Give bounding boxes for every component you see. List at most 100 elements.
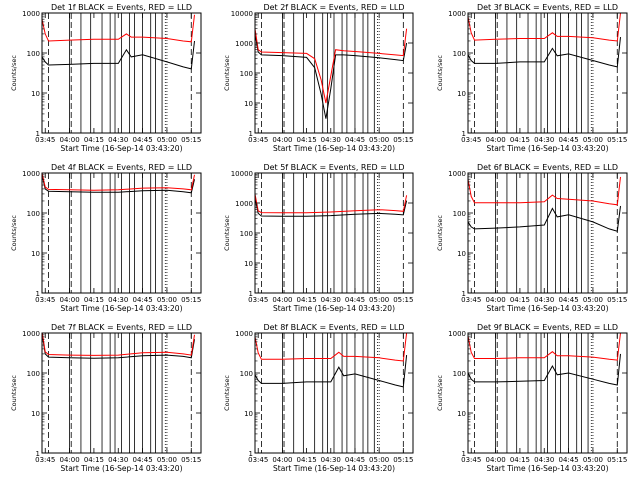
series-lld-line xyxy=(468,13,621,42)
series-events-line xyxy=(42,174,195,194)
x-tick-label: 04:00 xyxy=(272,456,292,464)
x-tick-label: 03:45 xyxy=(248,136,268,144)
x-tick-label: 05:15 xyxy=(181,136,201,144)
x-axis-label: Start Time (16-Sep-14 03:43:20) xyxy=(487,304,609,313)
y-tick-label: 10 xyxy=(31,250,40,258)
x-tick-label: 04:45 xyxy=(558,136,578,144)
y-axis-label: Counts/sec xyxy=(436,215,444,251)
plot-frame xyxy=(41,12,202,134)
x-tick-label: 03:45 xyxy=(35,456,55,464)
event-markers xyxy=(261,13,404,133)
event-markers xyxy=(474,333,618,453)
y-tick-label: 100 xyxy=(27,370,40,378)
x-tick-label: 04:15 xyxy=(296,456,316,464)
x-tick-label: 05:15 xyxy=(393,456,413,464)
y-tick-label: 100 xyxy=(240,370,253,378)
x-tick-label: 04:15 xyxy=(84,456,104,464)
x-tick-label: 04:30 xyxy=(321,136,341,144)
x-tick-label: 04:15 xyxy=(84,296,104,304)
panel-det-8f: Det 8f BLACK = Events, RED = LLD 1 10 100 10… xyxy=(223,323,414,473)
y-tick-label: 1 xyxy=(249,450,253,458)
series-events-line xyxy=(468,205,621,232)
x-tick-label: 05:00 xyxy=(157,136,177,144)
series-lld-line xyxy=(255,333,408,362)
x-tick-label: 03:45 xyxy=(248,456,268,464)
y-tick-label: 100 xyxy=(453,50,466,58)
x-tick-label: 04:15 xyxy=(84,136,104,144)
y-tick-label: 1000 xyxy=(448,170,466,178)
event-markers xyxy=(48,13,192,133)
x-tick-label: 04:00 xyxy=(272,296,292,304)
x-tick-label: 04:45 xyxy=(345,136,365,144)
y-axis-label: Counts/sec xyxy=(10,375,18,411)
x-tick-label: 05:00 xyxy=(157,296,177,304)
x-axis-label: Start Time (16-Sep-14 03:43:20) xyxy=(273,144,395,153)
x-tick-label: 04:30 xyxy=(108,136,128,144)
x-tick-label: 05:15 xyxy=(181,456,201,464)
series-events-line xyxy=(468,37,621,68)
y-tick-label: 10 xyxy=(244,410,253,418)
panel-title: Det 1f BLACK = Events, RED = LLD xyxy=(51,3,192,12)
x-tick-label: 04:30 xyxy=(321,296,341,304)
event-markers xyxy=(48,173,192,293)
x-tick-label: 03:45 xyxy=(248,296,268,304)
panel-det-7f: Det 7f BLACK = Events, RED = LLD 1 10 100 10… xyxy=(10,323,202,473)
y-tick-label: 100 xyxy=(453,210,466,218)
y-tick-label: 1 xyxy=(462,130,466,138)
x-axis-label: Start Time (16-Sep-14 03:43:20) xyxy=(61,304,183,313)
series-events-line xyxy=(255,355,408,388)
panel-det-2f: Det 2f BLACK = Events, RED = LLD 1 10 100 10… xyxy=(223,3,414,153)
series-layer xyxy=(468,13,621,68)
x-tick-label: 04:00 xyxy=(59,296,79,304)
x-tick-label: 04:30 xyxy=(108,296,128,304)
plot-frame xyxy=(467,12,628,134)
x-axis-label: Start Time (16-Sep-14 03:43:20) xyxy=(273,304,395,313)
y-tick-label: 10 xyxy=(244,260,253,268)
y-tick-label: 1 xyxy=(36,290,40,298)
y-tick-label: 10 xyxy=(244,100,253,108)
y-axis-label: Counts/sec xyxy=(223,55,231,91)
y-tick-label: 1000 xyxy=(22,330,40,338)
x-tick-label: 04:45 xyxy=(132,296,152,304)
y-tick-label: 1000 xyxy=(448,330,466,338)
y-tick-label: 1000 xyxy=(448,10,466,18)
x-tick-label: 04:30 xyxy=(108,456,128,464)
series-lld-line xyxy=(255,193,408,214)
x-tick-label: 04:00 xyxy=(59,456,79,464)
event-markers xyxy=(474,13,618,133)
y-tick-label: 100 xyxy=(240,230,253,238)
x-tick-label: 05:15 xyxy=(607,296,627,304)
x-axis-label: Start Time (16-Sep-14 03:43:20) xyxy=(487,464,609,473)
panel-det-4f: Det 4f BLACK = Events, RED = LLD 1 10 100 10… xyxy=(10,163,202,313)
x-tick-label: 05:00 xyxy=(583,456,603,464)
y-tick-label: 10 xyxy=(31,410,40,418)
panel-title: Det 7f BLACK = Events, RED = LLD xyxy=(51,323,192,332)
x-axis-label: Start Time (16-Sep-14 03:43:20) xyxy=(61,464,183,473)
x-tick-label: 03:45 xyxy=(461,136,481,144)
x-tick-label: 04:15 xyxy=(510,456,530,464)
x-tick-label: 04:45 xyxy=(558,296,578,304)
y-axis-label: Counts/sec xyxy=(436,375,444,411)
y-tick-label: 1000 xyxy=(235,330,253,338)
series-lld-line xyxy=(468,333,621,361)
x-tick-label: 05:00 xyxy=(369,456,389,464)
y-tick-label: 1000 xyxy=(22,170,40,178)
panel-det-3f: Det 3f BLACK = Events, RED = LLD 1 10 100 10… xyxy=(436,3,628,153)
x-tick-label: 03:45 xyxy=(35,296,55,304)
series-lld-line xyxy=(468,176,621,206)
plot-frame xyxy=(254,332,414,454)
y-tick-label: 1000 xyxy=(22,10,40,18)
x-tick-label: 04:30 xyxy=(534,296,554,304)
series-events-line xyxy=(255,197,408,217)
y-tick-label: 1 xyxy=(36,130,40,138)
panel-det-6f: Det 6f BLACK = Events, RED = LLD 1 10 100 10… xyxy=(436,163,628,313)
y-axis-label: Counts/sec xyxy=(436,55,444,91)
x-tick-label: 04:00 xyxy=(485,456,505,464)
series-layer xyxy=(42,14,195,70)
x-tick-label: 04:00 xyxy=(59,136,79,144)
plot-frame xyxy=(41,172,202,294)
series-lld-line xyxy=(42,14,195,43)
x-axis-label: Start Time (16-Sep-14 03:43:20) xyxy=(61,144,183,153)
